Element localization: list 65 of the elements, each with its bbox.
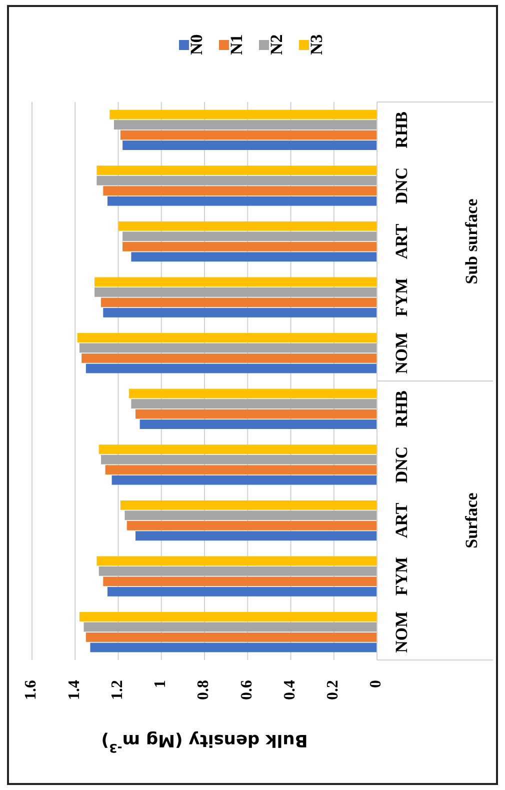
x-tick-label: 0 bbox=[368, 680, 385, 688]
y-tick-label: RHB bbox=[392, 390, 411, 428]
bar bbox=[136, 531, 377, 541]
bar bbox=[79, 612, 377, 622]
legend-label: N2 bbox=[266, 34, 286, 55]
bar bbox=[94, 277, 377, 287]
bar bbox=[107, 586, 377, 596]
y-tick-label: DNC bbox=[392, 167, 411, 204]
bar bbox=[101, 298, 377, 308]
bar bbox=[122, 242, 377, 252]
bar bbox=[131, 252, 377, 262]
x-tick-label: 1.4 bbox=[66, 680, 83, 700]
text: Sub surface bbox=[462, 198, 481, 284]
bar bbox=[129, 388, 377, 398]
y-tick-label: RHB bbox=[392, 111, 411, 148]
bar bbox=[79, 343, 377, 353]
bar bbox=[131, 399, 377, 408]
legend-label: N3 bbox=[306, 34, 326, 55]
y-tick-label: ART bbox=[392, 223, 411, 260]
text: Surface bbox=[462, 492, 481, 548]
bar bbox=[112, 475, 377, 485]
bar bbox=[122, 232, 377, 242]
bar bbox=[103, 186, 377, 196]
bar bbox=[124, 510, 377, 520]
x-tick-label: 0.8 bbox=[195, 680, 212, 700]
bar bbox=[94, 287, 377, 297]
bar bbox=[136, 409, 377, 419]
legend-label: N0 bbox=[186, 34, 206, 55]
bar bbox=[86, 364, 377, 374]
x-tick-label: 1.6 bbox=[22, 680, 40, 700]
bar bbox=[86, 632, 377, 642]
bar bbox=[107, 196, 377, 206]
bar bbox=[84, 622, 377, 632]
bar bbox=[101, 454, 377, 464]
bar bbox=[103, 576, 377, 586]
bar bbox=[120, 130, 377, 140]
bar bbox=[90, 642, 377, 652]
y-tick-label: NOM bbox=[392, 332, 411, 374]
legend-label: N1 bbox=[226, 34, 246, 55]
bar bbox=[114, 120, 377, 130]
bar bbox=[103, 308, 377, 318]
x-tick-label: 0.2 bbox=[324, 680, 342, 700]
x-tick-label: 0.4 bbox=[281, 680, 298, 700]
bar bbox=[77, 333, 377, 342]
y-tick-label: FYM bbox=[392, 278, 411, 317]
bar bbox=[120, 500, 377, 510]
bar bbox=[96, 176, 377, 186]
bar bbox=[140, 420, 377, 429]
y-tick-label: NOM bbox=[392, 611, 411, 653]
y-tick-label: DNC bbox=[392, 446, 411, 484]
bar bbox=[96, 166, 377, 176]
bar bbox=[122, 140, 377, 150]
bar bbox=[96, 556, 377, 566]
bar bbox=[82, 354, 377, 363]
x-tick-label: 1 bbox=[152, 680, 170, 688]
bar bbox=[126, 520, 377, 530]
x-tick-label: 0.6 bbox=[238, 680, 256, 700]
bar bbox=[118, 221, 377, 231]
bar bbox=[98, 566, 377, 576]
x-tick-label: 1.2 bbox=[108, 680, 126, 700]
bar bbox=[110, 110, 377, 120]
bar bbox=[98, 444, 377, 454]
y-tick-label: ART bbox=[392, 502, 411, 538]
y-tick-label: FYM bbox=[392, 556, 411, 596]
bar bbox=[105, 465, 377, 475]
